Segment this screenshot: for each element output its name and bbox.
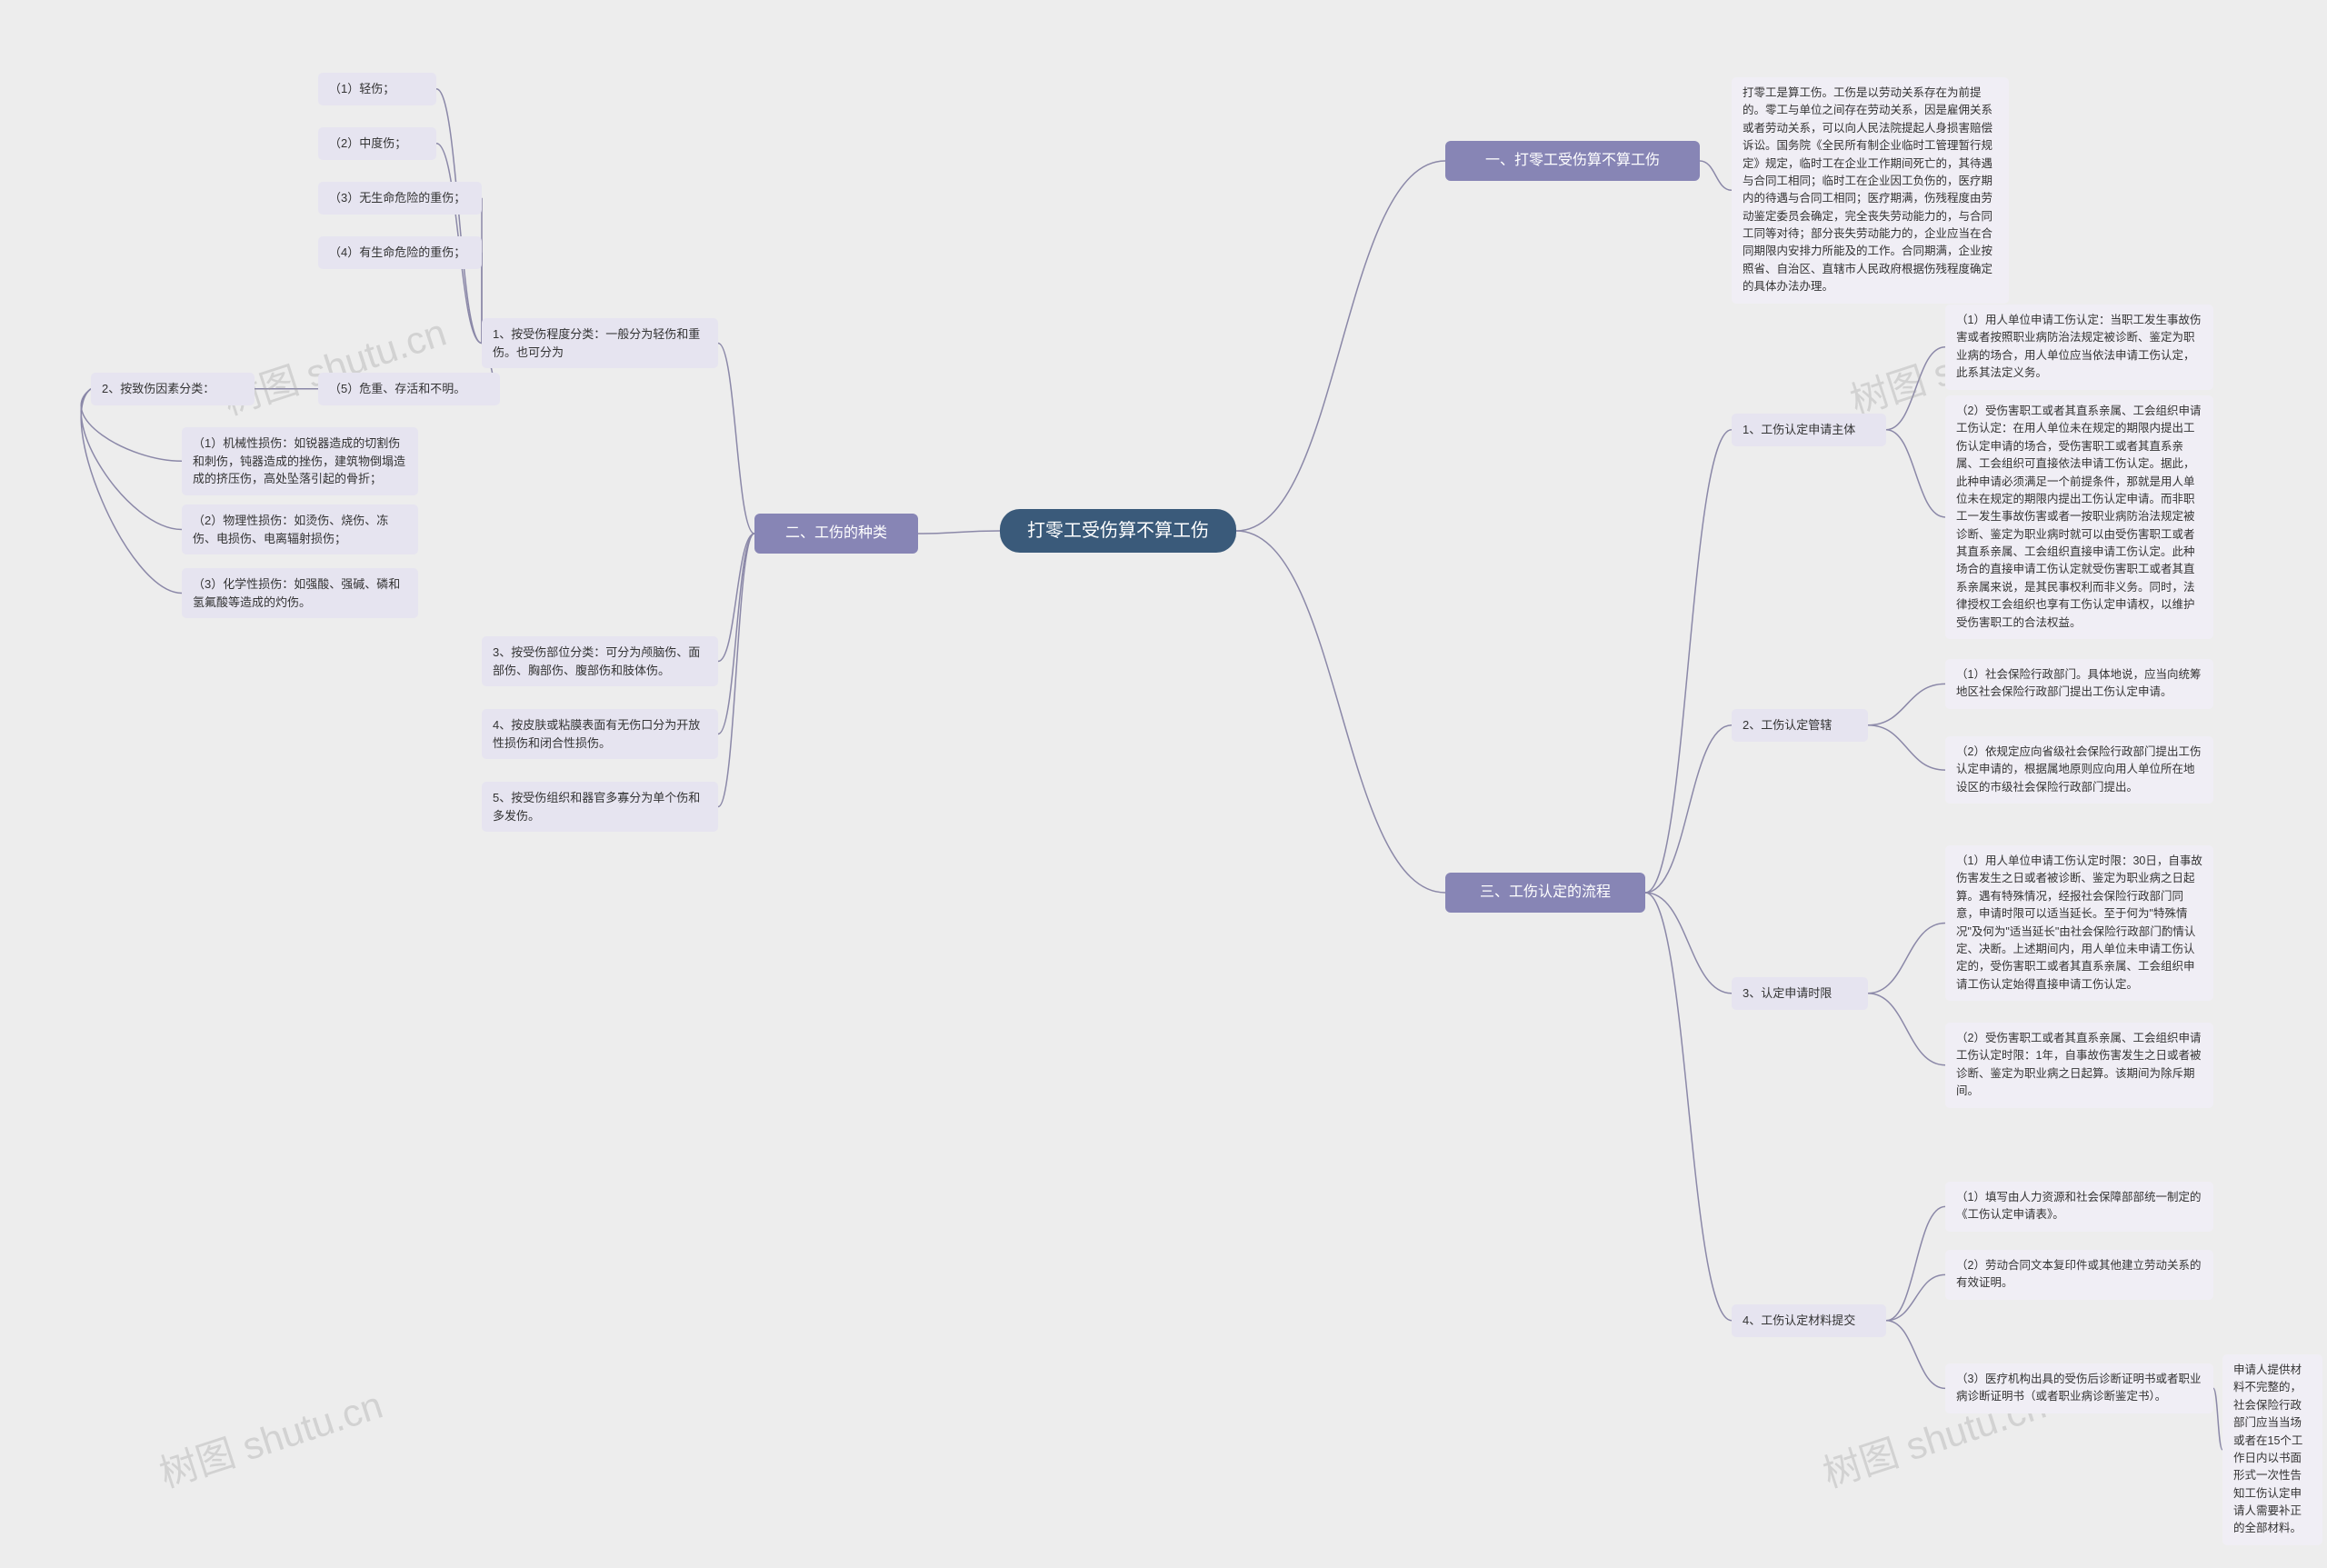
node-label: （3）医疗机构出具的受伤后诊断证明书或者职业病诊断证明书（或者职业病诊断鉴定书）… bbox=[1956, 1371, 2202, 1406]
edge bbox=[1886, 1206, 1945, 1320]
node-label: 5、按受伤组织和器官多寡分为单个伤和多发伤。 bbox=[493, 789, 707, 824]
edge bbox=[1886, 1321, 1945, 1389]
sub-node[interactable]: 3、按受伤部位分类：可分为颅脑伤、面部伤、胸部伤、腹部伤和肢体伤。 bbox=[482, 636, 718, 686]
edge bbox=[1868, 725, 1945, 770]
node-label: 二、工伤的种类 bbox=[785, 523, 887, 544]
node-label: 3、按受伤部位分类：可分为颅脑伤、面部伤、胸部伤、腹部伤和肢体伤。 bbox=[493, 644, 707, 679]
sub-node[interactable]: 2、按致伤因素分类： bbox=[91, 373, 255, 405]
node-label: （1）社会保险行政部门。具体地说，应当向统筹地区社会保险行政部门提出工伤认定申请… bbox=[1956, 666, 2202, 702]
sub-node[interactable]: （1）轻伤； bbox=[318, 73, 436, 105]
edge bbox=[1700, 161, 1732, 190]
mindmap-root[interactable]: 打零工受伤算不算工伤 bbox=[1000, 509, 1236, 553]
node-label: （3）无生命危险的重伤； bbox=[329, 189, 465, 207]
edge bbox=[1868, 684, 1945, 724]
sub-node[interactable]: 1、按受伤程度分类：一般分为轻伤和重伤。也可分为 bbox=[482, 318, 718, 368]
node-label: 一、打零工受伤算不算工伤 bbox=[1485, 150, 1660, 172]
edge bbox=[81, 389, 182, 594]
detail-node: （1）填写由人力资源和社会保障部部统一制定的《工伤认定申请表》。 bbox=[1945, 1182, 2213, 1232]
edge bbox=[918, 531, 1000, 534]
node-label: （1）轻伤； bbox=[329, 80, 394, 98]
sub-node[interactable]: 2、工伤认定管辖 bbox=[1732, 709, 1868, 742]
node-label: 3、认定申请时限 bbox=[1743, 984, 1832, 1003]
node-label: 1、工伤认定申请主体 bbox=[1743, 421, 1855, 439]
detail-node: （1）用人单位申请工伤认定时限：30日，自事故伤害发生之日或者被诊断、鉴定为职业… bbox=[1945, 845, 2213, 1001]
node-label: （3）化学性损伤：如强酸、强碱、磷和氢氟酸等造成的灼伤。 bbox=[193, 575, 407, 611]
edge bbox=[1236, 531, 1445, 893]
sub-node[interactable]: （2）物理性损伤：如烫伤、烧伤、冻伤、电损伤、电离辐射损伤； bbox=[182, 504, 418, 554]
node-label: （2）中度伤； bbox=[329, 135, 406, 153]
branch-node[interactable]: 二、工伤的种类 bbox=[754, 514, 918, 554]
edge bbox=[1886, 347, 1945, 430]
edge bbox=[1645, 725, 1732, 893]
edge bbox=[81, 389, 182, 530]
node-label: （2）受伤害职工或者其直系亲属、工会组织申请工伤认定时限：1年，自事故伤害发生之… bbox=[1956, 1030, 2202, 1101]
detail-node: 打零工是算工伤。工伤是以劳动关系存在为前提的。零工与单位之间存在劳动关系，因是雇… bbox=[1732, 77, 2009, 304]
detail-node: （2）受伤害职工或者其直系亲属、工会组织申请工伤认定：在用人单位未在规定的期限内… bbox=[1945, 395, 2213, 639]
sub-node[interactable]: （1）机械性损伤：如锐器造成的切割伤和刺伤，钝器造成的挫伤，建筑物倒塌造成的挤压… bbox=[182, 427, 418, 495]
node-label: （5）危重、存活和不明。 bbox=[329, 380, 465, 398]
detail-node: （1）用人单位申请工伤认定：当职工发生事故伤害或者按照职业病防治法规定被诊断、鉴… bbox=[1945, 305, 2213, 390]
detail-node: （2）劳动合同文本复印件或其他建立劳动关系的有效证明。 bbox=[1945, 1250, 2213, 1300]
edge bbox=[718, 344, 754, 534]
edge bbox=[436, 89, 482, 344]
edge bbox=[1236, 161, 1445, 531]
node-label: 2、工伤认定管辖 bbox=[1743, 716, 1832, 734]
sub-node[interactable]: 4、工伤认定材料提交 bbox=[1732, 1304, 1886, 1337]
detail-node: （2）受伤害职工或者其直系亲属、工会组织申请工伤认定时限：1年，自事故伤害发生之… bbox=[1945, 1023, 2213, 1108]
sub-node[interactable]: （4）有生命危险的重伤； bbox=[318, 236, 482, 269]
edge bbox=[2213, 1388, 2222, 1450]
sub-node[interactable]: （3）无生命危险的重伤； bbox=[318, 182, 482, 215]
edge bbox=[1868, 924, 1945, 994]
node-label: （4）有生命危险的重伤； bbox=[329, 244, 465, 262]
branch-node[interactable]: 三、工伤认定的流程 bbox=[1445, 873, 1645, 913]
sub-node[interactable]: 4、按皮肤或粘膜表面有无伤口分为开放性损伤和闭合性损伤。 bbox=[482, 709, 718, 759]
node-label: 2、按致伤因素分类： bbox=[102, 380, 215, 398]
node-label: 4、工伤认定材料提交 bbox=[1743, 1312, 1855, 1330]
sub-node[interactable]: 5、按受伤组织和器官多寡分为单个伤和多发伤。 bbox=[482, 782, 718, 832]
sub-node[interactable]: （3）化学性损伤：如强酸、强碱、磷和氢氟酸等造成的灼伤。 bbox=[182, 568, 418, 618]
node-label: 4、按皮肤或粘膜表面有无伤口分为开放性损伤和闭合性损伤。 bbox=[493, 716, 707, 752]
edge bbox=[1868, 994, 1945, 1065]
edge bbox=[718, 534, 754, 662]
edge bbox=[1645, 430, 1732, 893]
branch-node[interactable]: 一、打零工受伤算不算工伤 bbox=[1445, 141, 1700, 181]
edge bbox=[718, 534, 754, 807]
detail-node: （1）社会保险行政部门。具体地说，应当向统筹地区社会保险行政部门提出工伤认定申请… bbox=[1945, 659, 2213, 709]
node-label: 三、工伤认定的流程 bbox=[1480, 882, 1611, 904]
detail-node: （2）依规定应向省级社会保险行政部门提出工伤认定申请的，根据属地原则应向用人单位… bbox=[1945, 736, 2213, 804]
node-label: （2）劳动合同文本复印件或其他建立劳动关系的有效证明。 bbox=[1956, 1257, 2202, 1293]
node-label: 申请人提供材料不完整的，社会保险行政部门应当当场或者在15个工作日内以书面形式一… bbox=[2233, 1362, 2312, 1538]
edge bbox=[1886, 1274, 1945, 1320]
node-label: （1）用人单位申请工伤认定：当职工发生事故伤害或者按照职业病防治法规定被诊断、鉴… bbox=[1956, 312, 2202, 383]
node-label: （1）用人单位申请工伤认定时限：30日，自事故伤害发生之日或者被诊断、鉴定为职业… bbox=[1956, 853, 2202, 994]
detail-node: （3）医疗机构出具的受伤后诊断证明书或者职业病诊断证明书（或者职业病诊断鉴定书）… bbox=[1945, 1363, 2213, 1413]
node-label: 1、按受伤程度分类：一般分为轻伤和重伤。也可分为 bbox=[493, 325, 707, 361]
sub-node[interactable]: （5）危重、存活和不明。 bbox=[318, 373, 500, 405]
sub-node[interactable]: 1、工伤认定申请主体 bbox=[1732, 414, 1886, 446]
node-label: （2）依规定应向省级社会保险行政部门提出工伤认定申请的，根据属地原则应向用人单位… bbox=[1956, 744, 2202, 796]
node-label: （1）填写由人力资源和社会保障部部统一制定的《工伤认定申请表》。 bbox=[1956, 1189, 2202, 1224]
node-label: 打零工是算工伤。工伤是以劳动关系存在为前提的。零工与单位之间存在劳动关系，因是雇… bbox=[1743, 85, 1998, 296]
root-label: 打零工受伤算不算工伤 bbox=[1027, 517, 1209, 544]
node-label: （2）受伤害职工或者其直系亲属、工会组织申请工伤认定：在用人单位未在规定的期限内… bbox=[1956, 403, 2202, 632]
edge bbox=[718, 534, 754, 734]
edge bbox=[1886, 430, 1945, 517]
node-label: （1）机械性损伤：如锐器造成的切割伤和刺伤，钝器造成的挫伤，建筑物倒塌造成的挤压… bbox=[193, 434, 407, 488]
node-label: （2）物理性损伤：如烫伤、烧伤、冻伤、电损伤、电离辐射损伤； bbox=[193, 512, 407, 547]
edge bbox=[1645, 893, 1732, 1321]
detail-node: 申请人提供材料不完整的，社会保险行政部门应当当场或者在15个工作日内以书面形式一… bbox=[2222, 1354, 2322, 1545]
sub-node[interactable]: （2）中度伤； bbox=[318, 127, 436, 160]
sub-node[interactable]: 3、认定申请时限 bbox=[1732, 977, 1868, 1010]
